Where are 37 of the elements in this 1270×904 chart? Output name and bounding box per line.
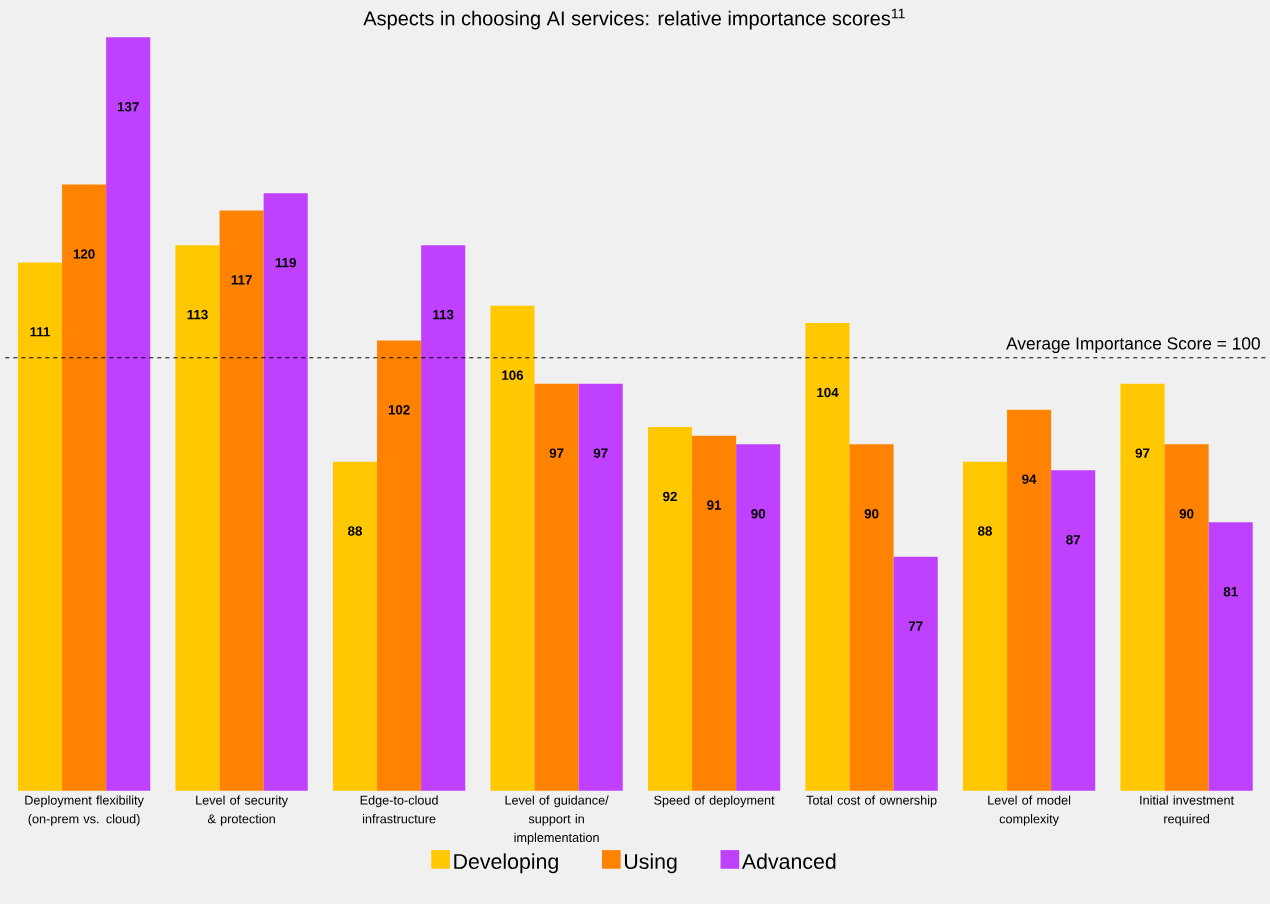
x-tick-label: Level of guidance/ support in implementation [505, 795, 609, 845]
data-label: 137 [117, 102, 139, 112]
legend-label: Advanced [741, 853, 836, 870]
data-label: 104 [817, 387, 839, 398]
data-label: 88 [347, 526, 362, 536]
data-label: 97 [549, 448, 564, 458]
x-tick-label: Level of security & protection [196, 795, 289, 826]
ref-line-label: Average Importance Score = 100 [1006, 337, 1260, 354]
data-label: 113 [433, 309, 454, 320]
data-label: 97 [1135, 448, 1150, 458]
data-label: 91 [707, 500, 722, 510]
x-tick-label: Deployment flexibility (on-prem vs. cloud) [25, 795, 144, 826]
x-tick-label: Total cost of ownership [806, 795, 937, 808]
legend-label: Using [624, 853, 677, 874]
data-label: 88 [977, 526, 992, 536]
data-label: 117 [231, 275, 252, 285]
data-label: 120 [73, 249, 95, 259]
data-label: 113 [187, 309, 208, 320]
data-label: 119 [275, 257, 296, 268]
data-label: 90 [864, 509, 879, 519]
data-label: 81 [1223, 586, 1238, 597]
legend-label: Developing [454, 853, 558, 874]
data-label: 90 [751, 509, 766, 519]
data-label: 94 [1022, 474, 1037, 484]
chart-title: Aspects in choosing AI services: relative importance scores$^{11}$ [363, 8, 905, 30]
data-label: 87 [1066, 535, 1081, 545]
data-label: 90 [1179, 509, 1194, 519]
data-label: 97 [593, 448, 608, 458]
data-label: 111 [30, 327, 51, 337]
x-tick-label: Edge-to-cloud infrastructure [360, 795, 438, 824]
data-label: 92 [663, 491, 677, 502]
x-tick-label: Initial investment required [1140, 795, 1234, 826]
data-label: 102 [388, 405, 410, 415]
x-tick-label: Speed of deployment [654, 795, 775, 808]
x-tick-label: Level of model complexity [988, 795, 1071, 826]
data-label: 77 [908, 621, 923, 631]
data-label: 106 [502, 370, 524, 380]
